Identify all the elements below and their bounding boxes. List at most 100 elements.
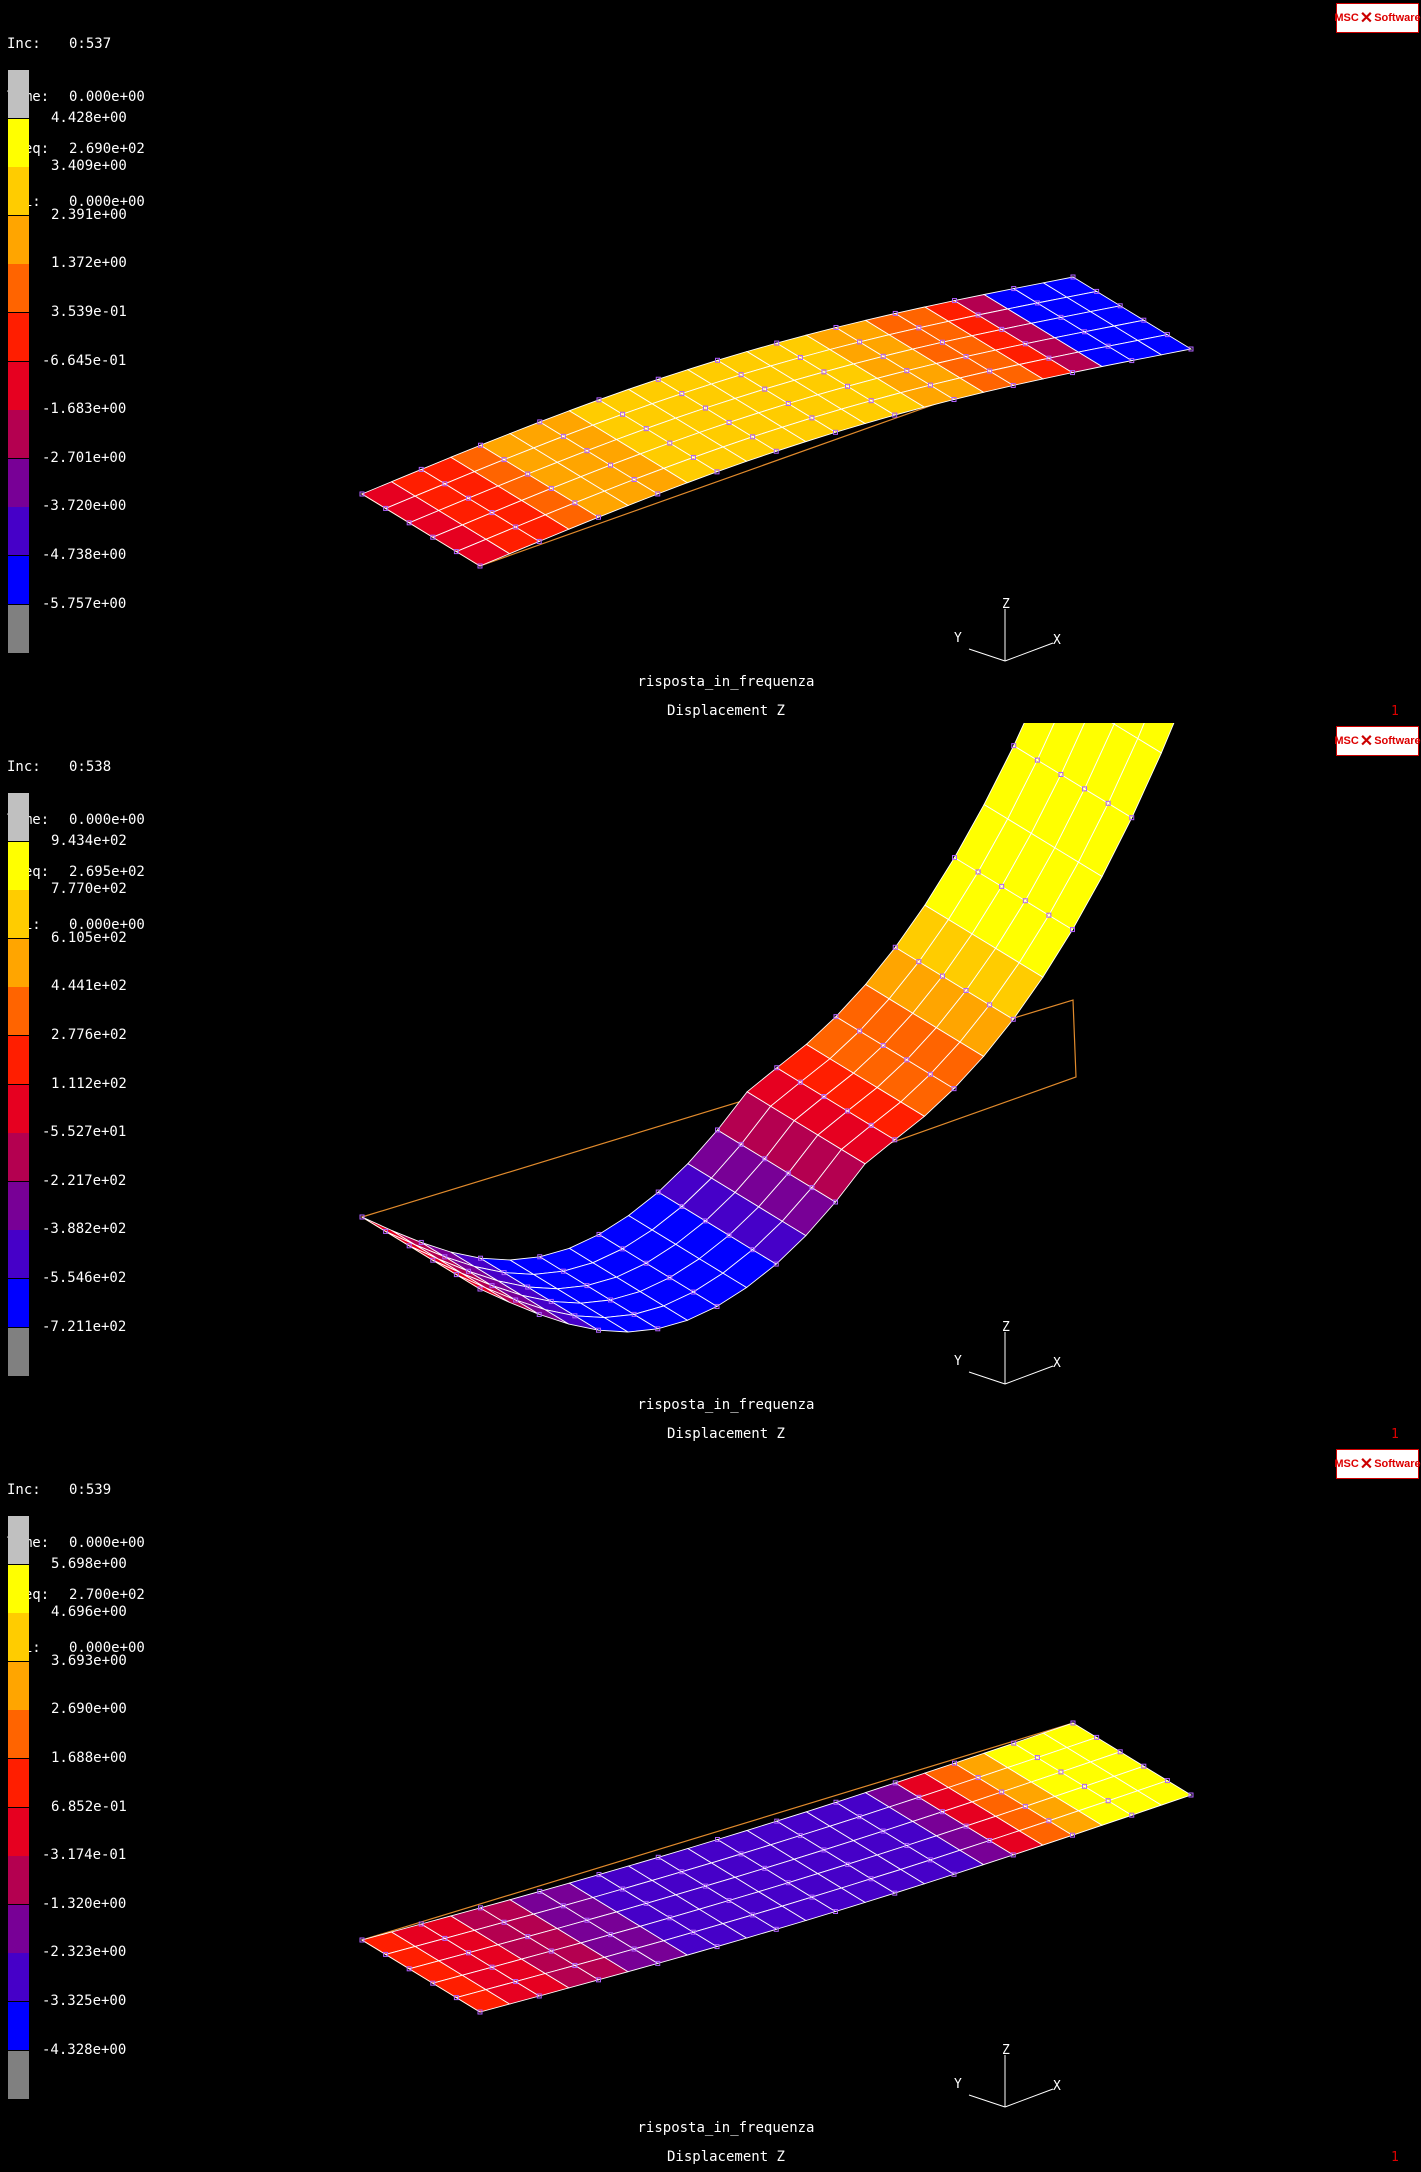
mesh-node [584, 1917, 590, 1923]
mesh-node [596, 514, 601, 520]
mesh-nodes [359, 743, 1135, 1333]
axis-label-x: X [1053, 2079, 1061, 2094]
legend-color-swatch [8, 1516, 29, 1565]
mesh-node [537, 1254, 543, 1260]
mesh-node [975, 1775, 981, 1781]
mesh-node [785, 401, 791, 406]
mesh-node [608, 1297, 614, 1303]
freq-value: 2.700e+02 [69, 1587, 145, 1603]
legend-value: -2.323e+00 [42, 1944, 127, 1961]
mesh-node [762, 1156, 768, 1162]
mesh-element [1113, 723, 1145, 740]
mesh-node [1058, 1769, 1064, 1775]
mesh-node [952, 298, 957, 304]
mesh-node [690, 1289, 696, 1295]
legend-value: 2.690e+00 [51, 1701, 127, 1718]
legend-color-swatch [8, 313, 29, 362]
mesh-node [631, 1311, 637, 1317]
mesh-node [773, 448, 779, 454]
result-name: Displacement Z [666, 2149, 785, 2165]
mesh-node [655, 491, 661, 497]
model-viewport[interactable]: Z Y X [0, 723, 1421, 1446]
legend-color-swatch [8, 2002, 29, 2051]
mesh-node [773, 1261, 779, 1267]
legend-value: -1.683e+00 [42, 401, 127, 418]
legend-color-swatch [8, 1084, 29, 1134]
mesh-node [596, 1977, 601, 1983]
mesh-node [916, 325, 922, 331]
legend-value: -5.757e+00 [42, 595, 127, 612]
legend-value: 9.434e+02 [51, 832, 127, 849]
mesh-node [1070, 1720, 1076, 1726]
mesh-node [1010, 382, 1016, 388]
mesh-element [361, 1216, 416, 1246]
mesh-node [987, 1838, 993, 1844]
model-viewport[interactable]: Z Y X [0, 1446, 1421, 2169]
legend-value: 4.441e+02 [51, 978, 127, 995]
mesh-node [987, 1002, 993, 1008]
mesh-node [655, 1326, 661, 1332]
mesh-node [406, 1243, 412, 1249]
mesh-node [655, 1960, 661, 1966]
mesh-node [797, 354, 803, 360]
mesh-node [715, 1837, 720, 1842]
mesh-node [536, 1993, 542, 1999]
mesh-node [1082, 1783, 1088, 1789]
mesh-node [548, 485, 554, 491]
mesh-node [1011, 286, 1017, 292]
mesh-node [453, 549, 459, 555]
mesh-node [442, 1935, 448, 1941]
mesh-node [1141, 317, 1147, 323]
mesh-node [1129, 1812, 1135, 1818]
model-viewport[interactable]: Z Y X [0, 0, 1421, 723]
mesh-node [1058, 771, 1064, 777]
legend-color-swatch [8, 458, 29, 508]
legend-color-swatch [8, 118, 29, 168]
legend-value: -2.217e+02 [42, 1172, 127, 1189]
mesh-node [548, 1298, 554, 1304]
legend-value: -3.720e+00 [42, 498, 127, 515]
mesh-node [679, 391, 685, 397]
mesh-node [1022, 1803, 1028, 1809]
mesh-node [1010, 1016, 1016, 1022]
legend-value: -4.328e+00 [42, 2041, 127, 2058]
mesh-node [939, 1809, 945, 1815]
axis-label-x: X [1053, 1356, 1061, 1371]
legend-value: 2.776e+02 [51, 1027, 127, 1043]
legend-color-swatch [8, 841, 29, 891]
mesh-node [1070, 370, 1075, 376]
mesh-node [655, 376, 661, 382]
legend-color-swatch [8, 410, 29, 460]
mesh-node [927, 1071, 933, 1077]
mesh-node [715, 1127, 720, 1133]
mesh-node [430, 1257, 436, 1263]
legend-color-swatch [8, 215, 29, 265]
mesh-node [643, 1260, 649, 1266]
legend-value: -7.211e+02 [42, 1318, 127, 1335]
mesh-node [655, 1854, 661, 1860]
mesh-node [762, 386, 768, 392]
mesh-node [1046, 1818, 1052, 1824]
mesh-node [1011, 743, 1017, 749]
mesh-node [608, 462, 614, 468]
mesh-node [608, 1932, 614, 1938]
mesh-node [1011, 1740, 1017, 1746]
mesh-node [477, 1286, 483, 1292]
legend-color-swatch [8, 1564, 29, 1614]
legend-color-swatch [8, 1133, 29, 1183]
legend-color-swatch [8, 1807, 29, 1857]
mesh-element [1013, 723, 1055, 761]
legend-color-swatch [8, 604, 29, 654]
legend-value: 1.112e+02 [51, 1075, 127, 1092]
mesh-node [418, 466, 424, 472]
mesh-node [821, 1847, 827, 1853]
mesh-node [442, 1254, 448, 1260]
legend-color-swatch [8, 70, 29, 119]
inc-value: 0:538 [69, 759, 112, 775]
legend-value: -5.546e+02 [42, 1270, 127, 1286]
legend-value: 3.693e+00 [51, 1652, 127, 1669]
axis-triad: Z Y X [954, 597, 1061, 662]
mesh-node [1117, 1749, 1123, 1755]
mesh-node [927, 382, 933, 388]
mesh-node [489, 510, 495, 516]
